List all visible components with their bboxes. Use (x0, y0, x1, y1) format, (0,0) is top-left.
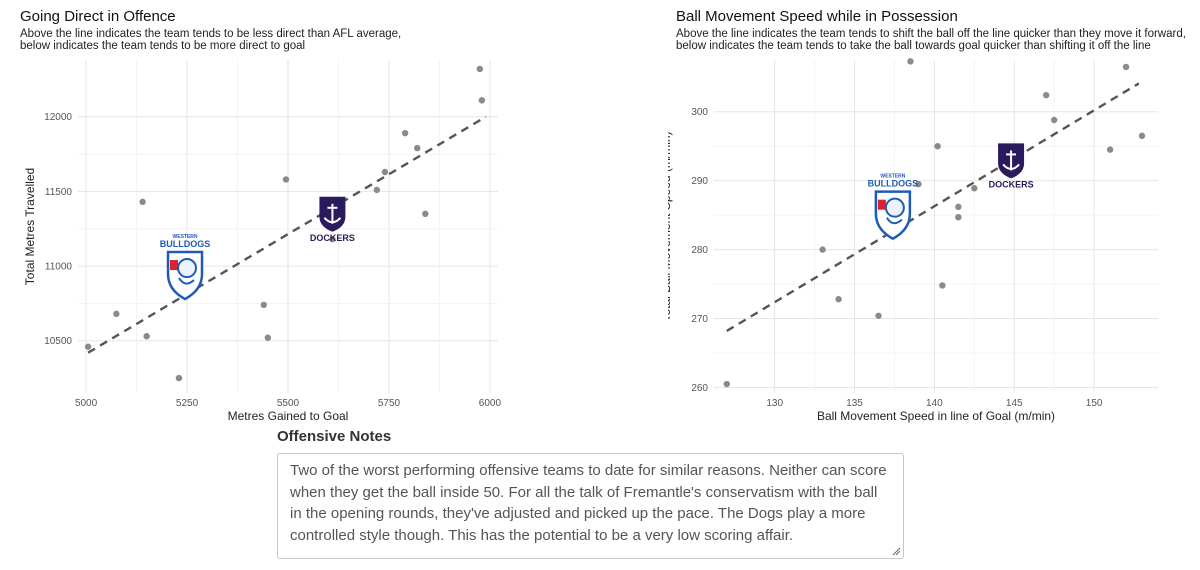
y-tick-label: 260 (691, 383, 708, 394)
data-point (478, 97, 486, 104)
chart-subtitle-line: Above the line indicates the team tends … (20, 28, 401, 40)
data-point (264, 334, 272, 341)
data-point (1043, 91, 1050, 99)
trend-line (726, 82, 1140, 332)
bulldogs-logo-label: BULLDOGS (868, 179, 919, 189)
data-point (955, 213, 962, 221)
y-tick-label: 12000 (44, 112, 72, 123)
data-point (971, 185, 978, 192)
data-point (260, 301, 267, 309)
data-point (1106, 146, 1114, 153)
data-point (934, 142, 941, 150)
bulldogs-logo-label: BULLDOGS (160, 239, 211, 249)
chart-title: Going Direct in Offence (20, 8, 176, 25)
data-point (875, 312, 882, 319)
x-tick-label: 135 (846, 398, 863, 409)
offensive-notes-text: Two of the worst performing offensive te… (290, 462, 887, 544)
data-point (422, 210, 429, 218)
data-point (373, 186, 381, 194)
data-point (414, 144, 421, 152)
data-point (939, 282, 946, 289)
x-axis-label: Metres Gained to Goal (228, 409, 349, 423)
data-point (401, 129, 409, 137)
data-point (113, 310, 120, 318)
data-point (907, 58, 914, 65)
bulldog-head-icon (177, 258, 198, 279)
data-point (1138, 132, 1146, 140)
trend-line (87, 115, 487, 354)
x-tick-label: 145 (1006, 398, 1023, 409)
x-tick-label: 5750 (378, 398, 401, 409)
data-point (143, 333, 150, 340)
data-point (1050, 116, 1058, 124)
x-tick-label: 5250 (176, 398, 199, 409)
chart-subtitle-line: below indicates the team tends to be mor… (20, 40, 305, 52)
chart-ball-movement-speed: Ball Movement Speed while in Possession A… (668, 8, 1186, 423)
x-tick-label: 140 (926, 398, 943, 409)
dockers-logo-label: DOCKERS (310, 233, 355, 243)
data-point (915, 180, 922, 188)
y-tick-label: 11500 (45, 187, 73, 198)
chart-title: Ball Movement Speed while in Possession (676, 8, 958, 25)
resize-grip-icon[interactable] (891, 546, 901, 556)
data-point (1122, 63, 1130, 71)
data-point (139, 198, 146, 206)
data-point (819, 246, 826, 253)
y-tick-label: 10500 (44, 336, 72, 347)
chart-subtitle-line: below indicates the team tends to take t… (676, 40, 1151, 52)
x-tick-label: 6000 (479, 398, 502, 409)
chart-subtitle-line: Above the line indicates the team tends … (676, 28, 1186, 40)
y-tick-label: 280 (691, 245, 708, 256)
x-tick-label: 130 (766, 398, 783, 409)
data-point (476, 65, 484, 73)
fremantle-dockers-logo: DOCKERS (310, 196, 355, 243)
x-tick-label: 5000 (75, 398, 98, 409)
y-axis-label: Total Ball Movement Speed (m/min) (668, 131, 673, 321)
data-point (955, 203, 962, 211)
data-point (84, 343, 92, 350)
y-tick-label: 270 (691, 314, 708, 325)
x-tick-label: 150 (1086, 398, 1103, 409)
x-axis-label: Ball Movement Speed in line of Goal (m/m… (817, 409, 1055, 423)
data-point (835, 296, 842, 303)
y-tick-label: 300 (691, 107, 708, 118)
bulldogs-logo-top-label: WESTERN (880, 174, 905, 180)
bulldogs-logo-top-label: WESTERN (173, 234, 198, 240)
y-tick-label: 11000 (45, 262, 73, 273)
data-point (723, 380, 730, 388)
bulldog-head-icon (884, 197, 905, 218)
data-point (329, 235, 336, 243)
y-tick-label: 290 (691, 176, 708, 187)
dockers-logo-label: DOCKERS (989, 179, 1034, 189)
chart-going-direct: Going Direct in Offence Above the line in… (20, 8, 502, 423)
y-axis-label: Total Metres Travelled (23, 168, 37, 285)
data-point (175, 374, 183, 382)
data-point (381, 168, 389, 176)
offensive-notes-heading: Offensive Notes (277, 428, 392, 445)
data-point (282, 176, 290, 183)
offensive-notes-textarea[interactable]: Two of the worst performing offensive te… (277, 453, 904, 559)
x-tick-label: 5500 (277, 398, 300, 409)
fremantle-dockers-logo: DOCKERS (989, 143, 1034, 189)
